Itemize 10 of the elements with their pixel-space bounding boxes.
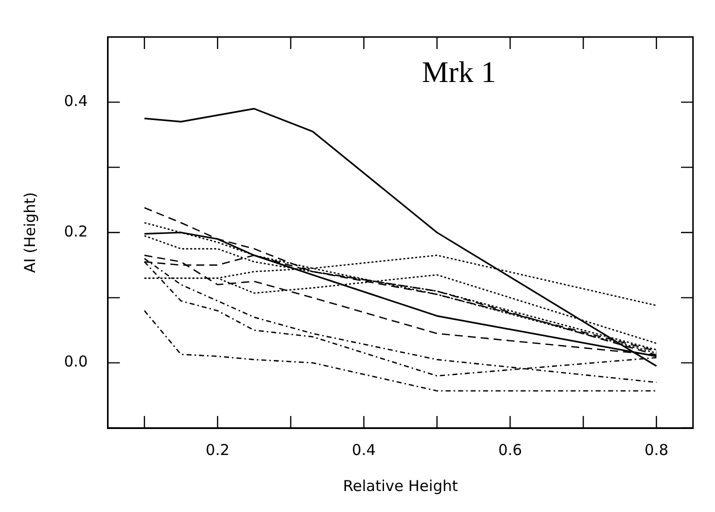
y-axis-title: AI (Height) <box>20 192 39 273</box>
x-tick-label: 0.6 <box>498 440 522 459</box>
x-tick-label: 0.8 <box>644 440 668 459</box>
y-tick-label: 0.2 <box>64 222 88 240</box>
x-tick-label: 0.4 <box>352 440 376 459</box>
y-tick-label: 0.4 <box>64 92 88 110</box>
y-tick-label: 0.0 <box>64 352 88 371</box>
x-axis-title: Relative Height <box>343 476 458 495</box>
text: Mrk 1 <box>422 56 496 89</box>
x-tick-label: 0.2 <box>206 440 230 459</box>
